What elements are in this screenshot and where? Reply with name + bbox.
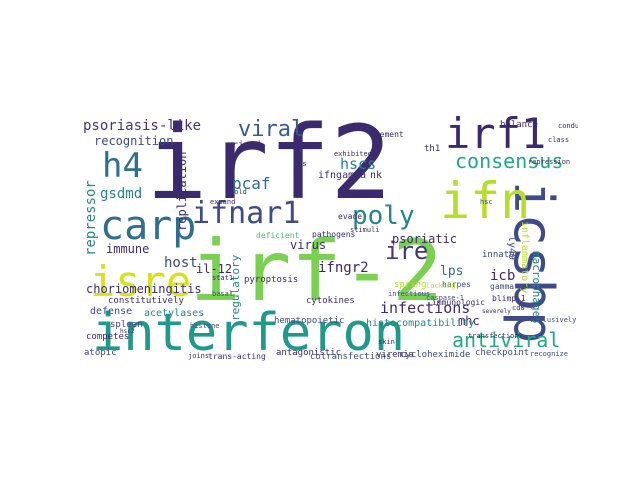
word-lps: lps — [440, 265, 463, 278]
word-psoriatic: psoriatic — [392, 233, 457, 245]
word-nk: nk — [370, 171, 382, 181]
word-hsc2: hsc2 — [120, 329, 134, 335]
word-psoriasis-like: psoriasis-like — [83, 119, 201, 133]
word-ifngamma: ifngamma — [318, 171, 366, 181]
word-evade: evade — [338, 213, 362, 221]
word-hsc: hsc — [480, 199, 493, 206]
word-joins: joins — [188, 353, 209, 360]
word-exclusively: exclusively — [530, 317, 576, 324]
word-virus: virus — [290, 239, 326, 251]
word-transfection: transfection — [468, 333, 519, 340]
word-ifngr2: ifngr2 — [318, 261, 369, 275]
word-cytokines: cytokines — [306, 297, 355, 306]
word-cycloheximide: cycloheximide — [400, 351, 470, 360]
word-replication: replication — [176, 152, 188, 231]
word-repressor: repressor — [84, 180, 98, 256]
word-choriomeningitis: choriomeningitis — [86, 283, 202, 295]
word-gsdmd: gsdmd — [100, 187, 142, 201]
word-defense: defense — [90, 307, 132, 317]
word-host: host — [164, 256, 198, 270]
word-conduct: conduct — [558, 123, 578, 130]
word-element: element — [370, 131, 404, 139]
word-infectious: infectious — [388, 291, 430, 298]
word-basal: basal — [212, 291, 233, 298]
word-skin: skin — [378, 339, 395, 346]
word-h4: h4 — [102, 149, 143, 183]
word-severely: severely — [482, 309, 511, 315]
word-checkpoint: checkpoint — [475, 349, 529, 358]
word-class: class — [548, 137, 569, 144]
word-immune: immune — [106, 243, 149, 255]
word-viral: viral — [238, 119, 304, 141]
word-stat1: stat1 — [212, 275, 233, 282]
word-spring: spring — [394, 281, 427, 290]
word-gamma: gamma — [490, 283, 514, 291]
word-cloud: irf-2 irf2 interferon icsbp ifn irf1 car… — [80, 111, 578, 363]
word-cd8: cd8 — [512, 305, 525, 312]
word-caspase-1: caspase-1 — [426, 295, 464, 302]
word-expand: expand — [210, 199, 235, 206]
word-fold: fold — [230, 189, 247, 196]
word-stimuli: stimuli — [350, 227, 380, 234]
word-exhibited: exhibited — [334, 151, 372, 158]
word-innate: innate — [482, 251, 515, 260]
word-deficient: deficient — [256, 232, 299, 240]
word-rig-i: rig-i — [232, 141, 262, 151]
word-hematopoietic: hematopoietic — [274, 317, 344, 326]
word-repression: repression — [528, 159, 570, 166]
word-macrophages: macrophages — [531, 251, 542, 324]
word-th1: th1 — [424, 145, 440, 154]
word-pyroptosis: pyroptosis — [244, 276, 298, 285]
word-atopic: atopic — [84, 349, 117, 358]
word-constitutively: constitutively — [108, 297, 184, 306]
word-trans-acting: trans-acting — [208, 353, 266, 361]
word-recognize: recognize — [530, 351, 568, 358]
word-balance: balance — [500, 121, 538, 130]
word-blimp-1: blimp-1 — [492, 295, 526, 303]
word-acetylases: acetylases — [144, 309, 204, 319]
word-ifnar1: ifnar1 — [192, 199, 300, 229]
word-histone: histone — [190, 323, 220, 330]
word-histocompatibility: histocompatibility — [366, 319, 474, 329]
word-pathogens: pathogens — [312, 231, 355, 239]
word-locking: locking — [426, 283, 456, 290]
word-recognition: recognition — [94, 135, 173, 147]
word-inflammatory: inflammatory — [519, 221, 529, 293]
word-regulatory: regulatory — [230, 255, 241, 321]
word-icb: icb — [490, 269, 515, 283]
word-gas: gas — [294, 161, 307, 168]
